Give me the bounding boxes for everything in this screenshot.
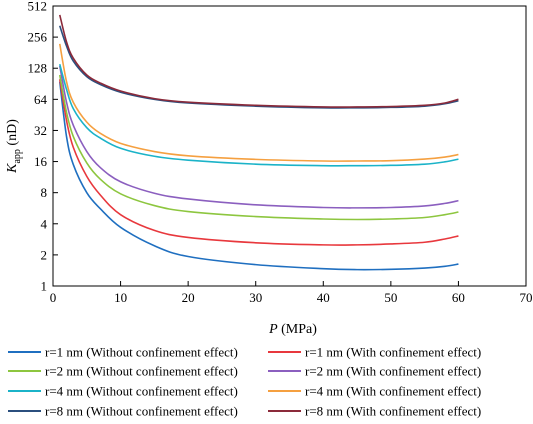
legend-label: r=8 nm (With confinement effect) — [305, 404, 481, 419]
series-line-5 — [58, 63, 459, 167]
series-line-4 — [58, 65, 459, 209]
series-line-6 — [58, 43, 459, 162]
legend-item-6: r=4 nm (With confinement effect) — [268, 384, 481, 399]
x-tick-label: 60 — [452, 290, 465, 305]
x-tick-label: 10 — [114, 290, 127, 305]
y-tick-label: 2 — [41, 247, 48, 262]
legend-label: r=2 nm (With confinement effect) — [305, 364, 481, 379]
legend-item-8: r=8 nm (With confinement effect) — [268, 404, 481, 419]
series-line-2 — [58, 79, 459, 246]
legend-label: r=4 nm (With confinement effect) — [305, 384, 481, 399]
legend: r=1 nm (Without confinement effect) r=1 n… — [8, 345, 481, 419]
y-tick-label: 8 — [41, 185, 48, 200]
y-tick-label: 1 — [41, 279, 48, 294]
series-line-7 — [59, 25, 459, 109]
legend-label: r=8 nm (Without confinement effect) — [45, 404, 238, 419]
y-tick-label: 4 — [41, 216, 48, 231]
x-tick-label: 0 — [50, 290, 57, 305]
y-axis-label: Kapp (nD) — [5, 119, 23, 174]
y-tick-label: 32 — [34, 123, 47, 138]
series-line-1 — [58, 81, 459, 271]
x-tick-label: 50 — [384, 290, 397, 305]
y-tick-label: 256 — [28, 30, 48, 45]
legend-item-5: r=4 nm (Without confinement effect) — [8, 384, 238, 399]
legend-item-7: r=8 nm (Without confinement effect) — [8, 404, 238, 419]
legend-item-3: r=2 nm (Without confinement effect) — [8, 364, 238, 379]
plot-border — [52, 5, 527, 287]
legend-item-2: r=1 nm (With confinement effect) — [268, 345, 481, 360]
x-tick-label: 40 — [317, 290, 330, 305]
series-line-3 — [58, 74, 459, 221]
y-tick-label: 16 — [34, 154, 48, 169]
series-line-8 — [58, 14, 459, 108]
legend-label: r=1 nm (Without confinement effect) — [45, 345, 238, 360]
y-tick-label: 128 — [28, 61, 48, 76]
x-tick-label: 30 — [249, 290, 262, 305]
x-axis-ticks: 0 10 20 30 40 50 60 70 — [50, 281, 533, 305]
x-tick-label: 20 — [182, 290, 195, 305]
y-tick-label: 64 — [34, 92, 48, 107]
y-axis-ticks: 1 2 4 8 16 32 64 128 256 512 — [28, 0, 58, 294]
y-tick-label: 512 — [28, 0, 48, 14]
x-tick-label: 70 — [520, 290, 533, 305]
plot-frame — [52, 5, 527, 287]
x-axis-label: P (MPa) — [268, 322, 317, 337]
legend-label: r=4 nm (Without confinement effect) — [45, 384, 238, 399]
legend-item-4: r=2 nm (With confinement effect) — [268, 364, 481, 379]
legend-item-1: r=1 nm (Without confinement effect) — [8, 345, 238, 360]
legend-label: r=2 nm (Without confinement effect) — [45, 364, 238, 379]
legend-label: r=1 nm (With confinement effect) — [305, 345, 481, 360]
series-lines — [58, 14, 459, 271]
